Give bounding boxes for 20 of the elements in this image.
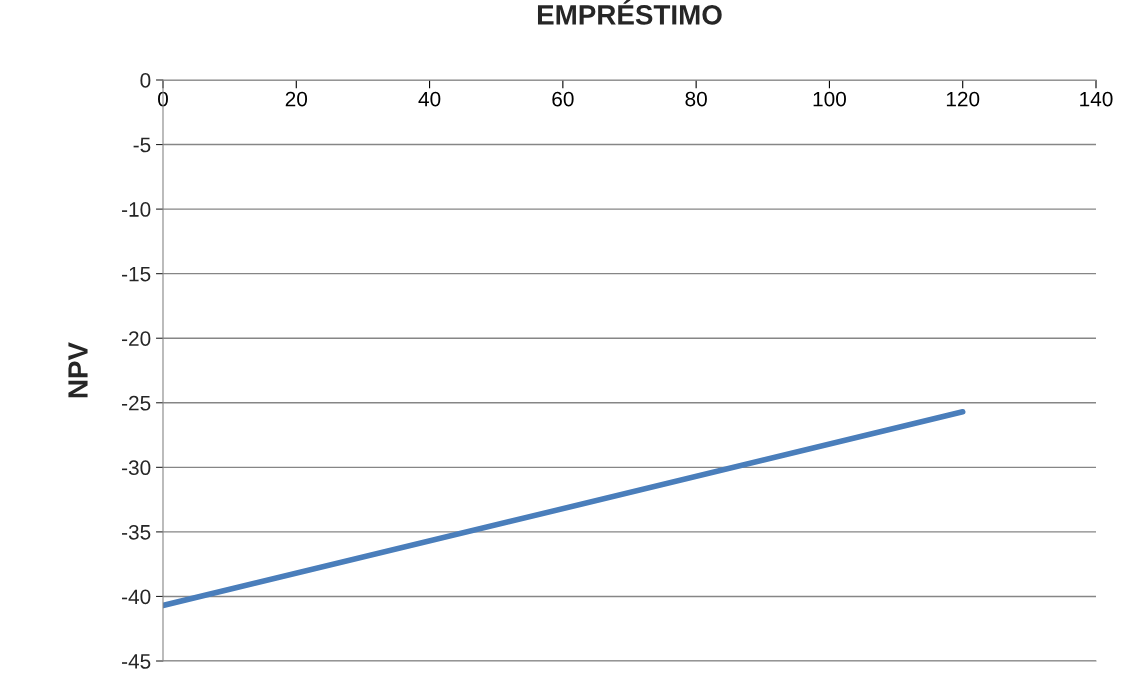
y-tick-label: -10 bbox=[122, 202, 151, 217]
y-axis-title: NPV bbox=[68, 342, 88, 398]
x-tick-label: 20 bbox=[285, 91, 308, 107]
y-tick-label: -30 bbox=[122, 460, 151, 476]
x-tick-label: 100 bbox=[813, 91, 846, 107]
y-tick-label: -20 bbox=[122, 331, 151, 346]
y-tick-label: -35 bbox=[122, 524, 151, 540]
chart-title: EMPRÉSTIMO bbox=[537, 0, 722, 25]
y-tick-label: -45 bbox=[122, 654, 151, 669]
x-tick-label: 40 bbox=[418, 91, 441, 107]
x-tick-label: 140 bbox=[1080, 91, 1113, 107]
y-tick-label: -15 bbox=[122, 266, 151, 282]
x-tick-label: 80 bbox=[685, 91, 707, 107]
x-tick-label: 0 bbox=[158, 91, 168, 107]
y-tick-label: 0 bbox=[140, 73, 151, 88]
y-tick-label: -40 bbox=[122, 589, 151, 605]
y-tick-label: -5 bbox=[133, 137, 151, 153]
x-tick-label: 120 bbox=[946, 91, 980, 107]
y-tick-label: -25 bbox=[122, 395, 151, 411]
x-tick-label: 60 bbox=[552, 91, 574, 107]
